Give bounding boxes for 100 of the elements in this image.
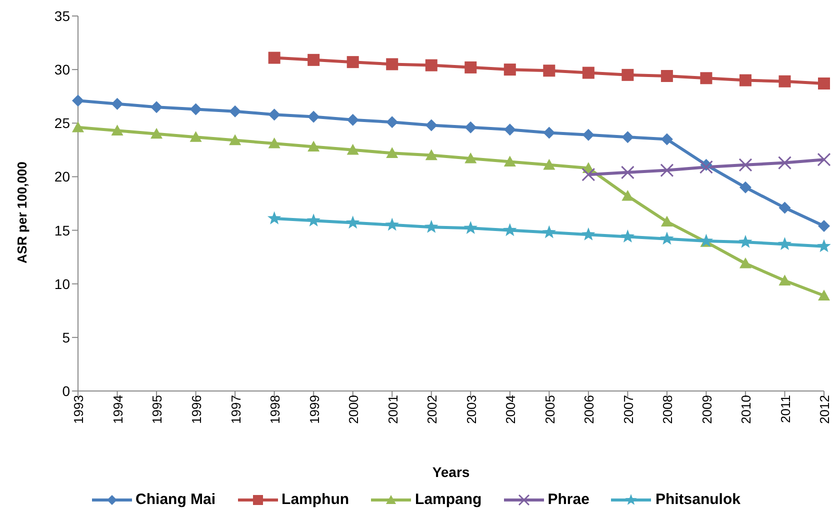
point xyxy=(229,105,242,118)
point xyxy=(739,181,752,194)
point xyxy=(543,64,556,77)
point xyxy=(778,202,791,214)
legend-label: Chiang Mai xyxy=(136,491,216,508)
point xyxy=(739,258,752,268)
point xyxy=(818,220,830,232)
point xyxy=(306,213,320,226)
x-tick-label: 1998 xyxy=(268,395,283,424)
point xyxy=(778,156,792,170)
x-tick-label: 2003 xyxy=(464,395,479,424)
x-tick-label: 2010 xyxy=(738,395,754,424)
point xyxy=(582,66,594,79)
point xyxy=(622,190,634,201)
point xyxy=(660,164,674,178)
x-tick-label: 1999 xyxy=(306,395,322,424)
point xyxy=(738,234,752,248)
point xyxy=(464,152,477,164)
point xyxy=(425,119,438,132)
point xyxy=(111,98,124,110)
point xyxy=(72,121,84,132)
point xyxy=(660,232,674,245)
point xyxy=(308,54,320,66)
point xyxy=(660,216,673,227)
point xyxy=(620,166,634,180)
y-tick-label: 30 xyxy=(54,62,70,78)
point xyxy=(150,101,163,114)
point xyxy=(699,234,714,247)
x-tick-label: 2012 xyxy=(817,395,832,424)
point xyxy=(190,131,202,142)
legend-label: Phitsanulok xyxy=(655,491,740,508)
point xyxy=(425,149,438,160)
point xyxy=(386,116,398,128)
y-tick-label: 5 xyxy=(62,329,70,346)
x-tick-label: 1996 xyxy=(189,395,204,424)
point xyxy=(268,108,280,121)
point xyxy=(425,59,438,72)
legend-label: Phrae xyxy=(548,491,590,508)
point xyxy=(543,126,556,139)
point xyxy=(582,128,594,141)
point xyxy=(504,124,516,136)
point xyxy=(424,220,438,233)
point xyxy=(542,225,556,238)
legend-label: Lamphun xyxy=(282,491,350,508)
point xyxy=(622,131,634,144)
point xyxy=(738,158,752,172)
point xyxy=(620,230,635,243)
x-tick-label: 2005 xyxy=(542,395,558,424)
point xyxy=(464,61,477,74)
y-axis-title: ASR per 100,000 xyxy=(14,162,30,264)
y-tick-label: 35 xyxy=(54,8,70,24)
x-tick-label: 1997 xyxy=(228,395,244,424)
point xyxy=(111,124,124,136)
point xyxy=(504,156,516,167)
point xyxy=(190,103,202,116)
y-tick-label: 20 xyxy=(54,168,70,185)
x-tick-label: 2008 xyxy=(660,395,676,424)
point xyxy=(346,114,359,126)
point xyxy=(818,290,830,300)
point xyxy=(386,147,398,158)
point xyxy=(817,152,831,166)
x-tick-label: 2011 xyxy=(778,395,793,423)
x-tick-label: 2006 xyxy=(582,395,597,424)
point xyxy=(346,56,359,68)
point xyxy=(229,134,242,146)
y-tick-label: 25 xyxy=(54,115,70,132)
point xyxy=(268,138,280,148)
point xyxy=(308,140,320,152)
y-tick-label: 15 xyxy=(54,222,70,238)
point xyxy=(699,160,713,174)
point xyxy=(504,64,516,76)
point xyxy=(778,237,792,250)
y-tick-label: 0 xyxy=(62,382,70,399)
point xyxy=(464,220,478,234)
point xyxy=(582,227,596,240)
x-tick-label: 2004 xyxy=(503,395,518,424)
point xyxy=(464,121,477,134)
point xyxy=(700,72,712,84)
point xyxy=(268,52,280,64)
point xyxy=(386,58,398,70)
point xyxy=(267,211,282,224)
x-tick-label: 2002 xyxy=(424,395,440,424)
x-tick-label: 2000 xyxy=(346,395,362,424)
point xyxy=(817,239,831,252)
point xyxy=(818,78,830,90)
point xyxy=(778,75,791,88)
point xyxy=(660,70,673,82)
point xyxy=(150,128,163,139)
x-tick-label: 1994 xyxy=(110,395,126,424)
point xyxy=(346,216,360,229)
point xyxy=(778,274,791,286)
point xyxy=(346,144,359,155)
point xyxy=(582,168,596,182)
point xyxy=(308,110,320,123)
point xyxy=(503,223,517,236)
point xyxy=(385,218,399,231)
x-tick-label: 2009 xyxy=(699,395,714,424)
point xyxy=(622,68,634,81)
x-tick-label: 1993 xyxy=(71,395,86,424)
x-tick-label: 2001 xyxy=(385,395,400,424)
